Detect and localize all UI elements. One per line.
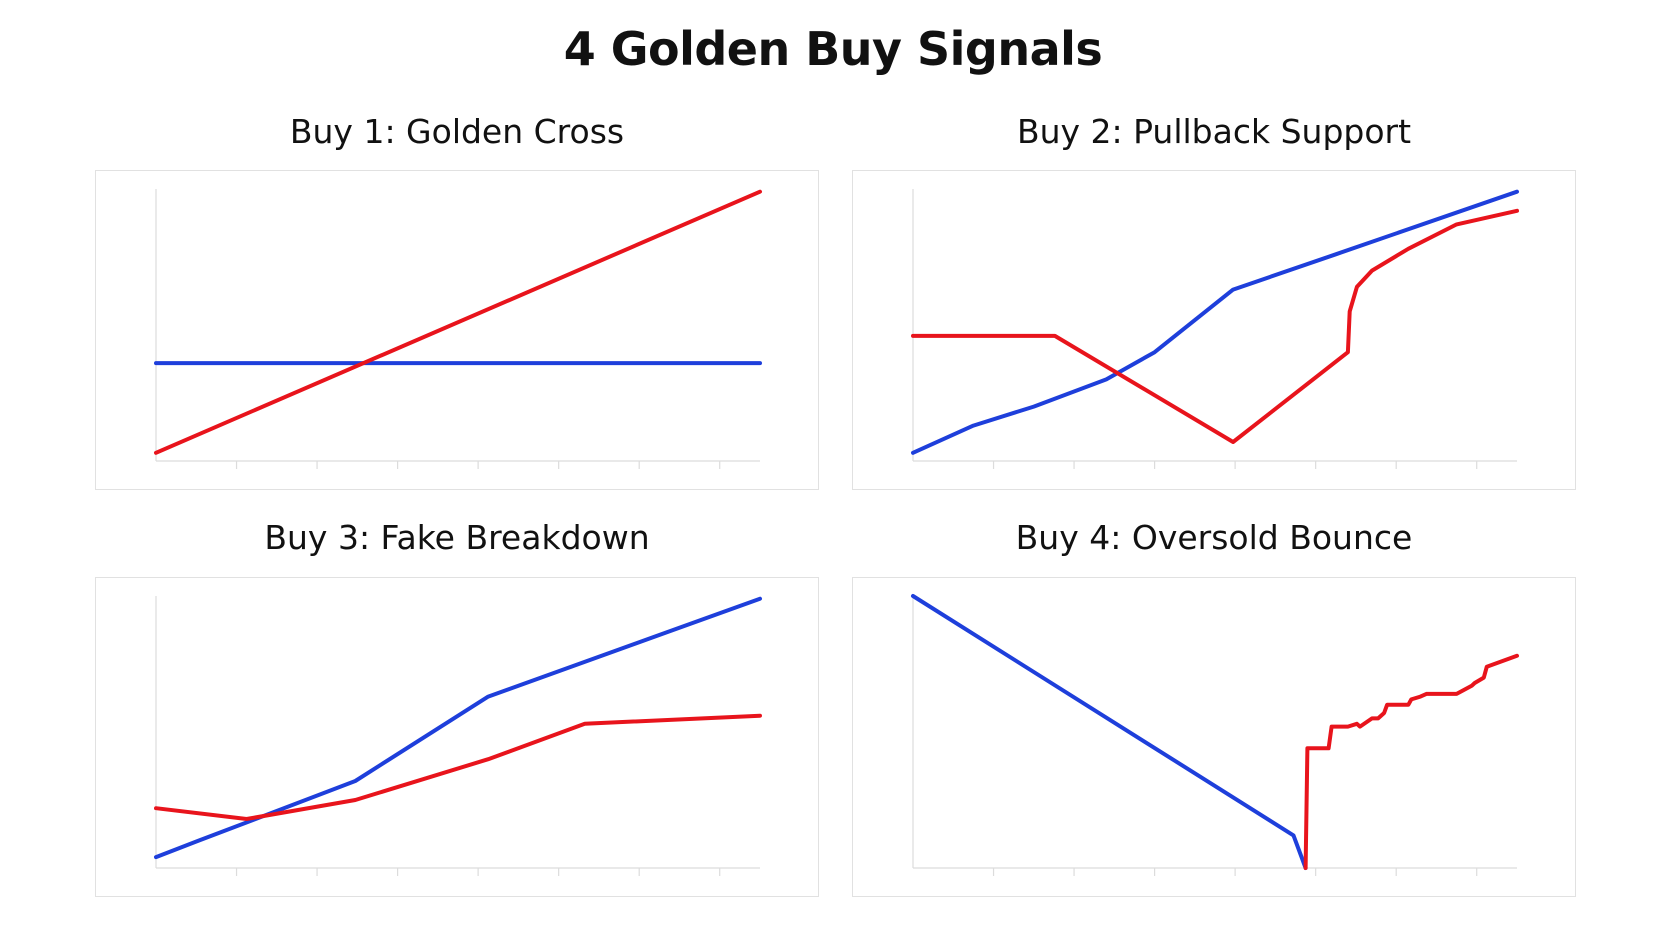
series-line-1 xyxy=(911,594,1308,870)
chart-plot xyxy=(911,594,1519,876)
series-line-2 xyxy=(154,713,762,821)
chart-plot xyxy=(154,596,762,876)
page-title: 4 Golden Buy Signals xyxy=(563,22,1103,76)
chart-plot xyxy=(154,189,762,469)
chart-plot xyxy=(911,189,1519,469)
series-line-2 xyxy=(911,208,1519,444)
chart-title-oversold-bounce: Buy 4: Oversold Bounce xyxy=(1015,518,1413,557)
chart-panel-fake-breakdown xyxy=(95,577,819,897)
chart-title-golden-cross: Buy 1: Golden Cross xyxy=(289,112,625,151)
series-line-1 xyxy=(154,596,762,860)
chart-panel-oversold-bounce xyxy=(852,577,1576,897)
series-line-1 xyxy=(911,189,1519,455)
chart-title-fake-breakdown: Buy 3: Fake Breakdown xyxy=(264,518,650,557)
chart-title-pullback-support: Buy 2: Pullback Support xyxy=(1016,112,1412,151)
series-line-2 xyxy=(1303,653,1519,870)
series-line-2 xyxy=(154,189,762,455)
chart-panel-golden-cross xyxy=(95,170,819,490)
chart-panel-pullback-support xyxy=(852,170,1576,490)
